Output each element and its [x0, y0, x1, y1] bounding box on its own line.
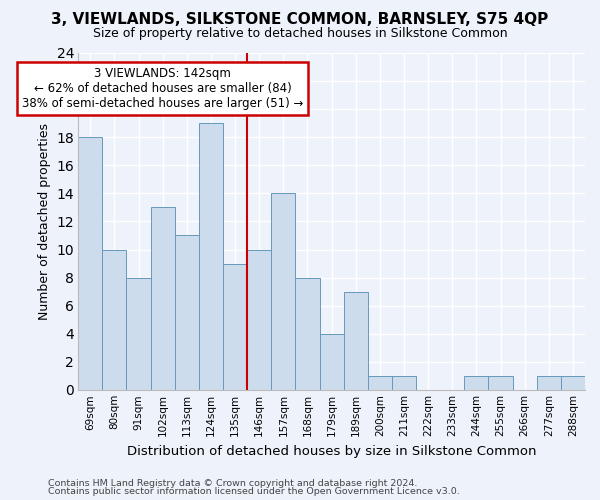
Y-axis label: Number of detached properties: Number of detached properties: [38, 123, 51, 320]
Bar: [199, 123, 223, 390]
Bar: [78, 137, 103, 390]
Bar: [175, 236, 199, 390]
Bar: [537, 376, 561, 390]
Bar: [295, 278, 320, 390]
Bar: [223, 264, 247, 390]
Bar: [151, 208, 175, 390]
Bar: [271, 194, 295, 390]
Bar: [488, 376, 512, 390]
Text: Contains public sector information licensed under the Open Government Licence v3: Contains public sector information licen…: [48, 487, 460, 496]
Bar: [320, 334, 344, 390]
Bar: [368, 376, 392, 390]
Text: 3 VIEWLANDS: 142sqm
← 62% of detached houses are smaller (84)
38% of semi-detach: 3 VIEWLANDS: 142sqm ← 62% of detached ho…: [22, 67, 304, 110]
Bar: [103, 250, 127, 390]
X-axis label: Distribution of detached houses by size in Silkstone Common: Distribution of detached houses by size …: [127, 444, 536, 458]
Bar: [392, 376, 416, 390]
Bar: [464, 376, 488, 390]
Text: Contains HM Land Registry data © Crown copyright and database right 2024.: Contains HM Land Registry data © Crown c…: [48, 478, 418, 488]
Bar: [247, 250, 271, 390]
Text: 3, VIEWLANDS, SILKSTONE COMMON, BARNSLEY, S75 4QP: 3, VIEWLANDS, SILKSTONE COMMON, BARNSLEY…: [52, 12, 548, 28]
Bar: [344, 292, 368, 390]
Text: Size of property relative to detached houses in Silkstone Common: Size of property relative to detached ho…: [92, 28, 508, 40]
Bar: [561, 376, 585, 390]
Bar: [127, 278, 151, 390]
